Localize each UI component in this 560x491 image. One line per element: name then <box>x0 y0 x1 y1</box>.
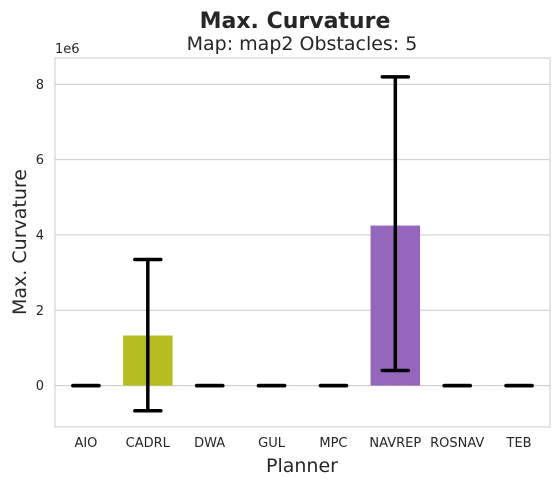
x-tick-label: ROSNAV <box>430 436 484 451</box>
x-tick-label: MPC <box>319 436 347 451</box>
chart-suptitle: Max. Curvature <box>200 9 391 34</box>
x-tick-labels: AIO CADRL DWA GUL MPC NAVREP ROSNAV TEB <box>74 436 531 451</box>
y-tick-label: 4 <box>36 228 44 243</box>
y-tick-label: 2 <box>36 304 44 319</box>
y-axis-offset-label: 1e6 <box>55 42 80 57</box>
error-bars <box>71 75 534 413</box>
y-axis-label: Max. Curvature <box>9 169 31 315</box>
x-tick-label: NAVREP <box>369 436 421 451</box>
plot-frame <box>54 57 551 428</box>
chart-title: Map: map2 Obstacles: 5 <box>187 33 418 55</box>
x-tick-label: DWA <box>194 436 225 451</box>
y-tick-labels: 0 2 4 6 8 <box>36 78 44 394</box>
x-tick-label: TEB <box>506 436 532 451</box>
x-tick-label: GUL <box>258 436 286 451</box>
x-tick-label: AIO <box>74 436 97 451</box>
y-tick-label: 0 <box>36 379 44 394</box>
bars <box>123 225 421 386</box>
y-tick-label: 8 <box>36 78 44 93</box>
x-axis-label: Planner <box>266 455 338 477</box>
y-tick-label: 6 <box>36 153 44 168</box>
x-tick-label: CADRL <box>126 436 171 451</box>
